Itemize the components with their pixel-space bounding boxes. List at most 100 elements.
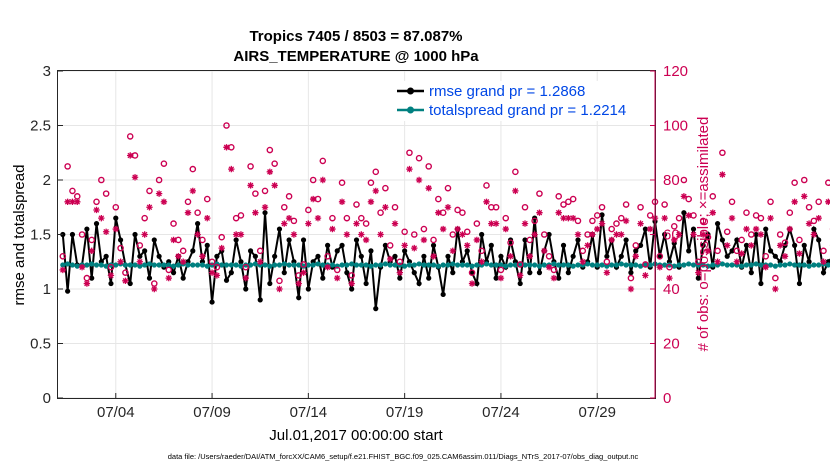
- obs-assimilated-marker: [516, 272, 524, 279]
- obs-assimilated-marker: [762, 264, 769, 271]
- obs-assimilated-marker: [435, 209, 442, 216]
- totalspread-marker: [729, 262, 735, 268]
- obs-assimilated-marker: [295, 280, 302, 287]
- totalspread-marker: [825, 262, 830, 268]
- rmse-marker: [772, 253, 778, 259]
- totalspread-marker: [801, 262, 807, 268]
- obs-assimilated-marker: [88, 247, 95, 255]
- totalspread-marker: [710, 262, 716, 268]
- rmse-marker: [113, 215, 119, 221]
- obs-possible-marker: [199, 236, 206, 244]
- totalspread-marker: [748, 262, 754, 268]
- rmse-marker: [89, 275, 95, 281]
- obs-assimilated-marker: [204, 214, 211, 222]
- obs-assimilated-marker: [680, 193, 688, 200]
- obs-possible-marker: [820, 247, 827, 255]
- tick-label-right: 80: [663, 172, 680, 189]
- obs-assimilated-marker: [179, 258, 187, 265]
- totalspread-marker: [151, 262, 157, 268]
- totalspread-marker: [286, 262, 292, 268]
- totalspread-marker: [777, 262, 783, 268]
- rmse-marker: [637, 242, 644, 248]
- chart-subtitle: AIRS_TEMPERATURE @ 1000 hPa: [233, 48, 479, 65]
- obs-assimilated-marker: [560, 214, 567, 222]
- obs-possible-marker: [791, 179, 798, 187]
- totalspread-marker: [65, 261, 71, 267]
- totalspread-marker: [296, 262, 302, 268]
- tick-label-x: 07/14: [290, 404, 328, 421]
- tick-label-left: 2: [43, 172, 51, 189]
- rmse-marker: [204, 242, 210, 248]
- obs-assimilated-marker: [353, 220, 360, 227]
- rmse-marker: [623, 237, 629, 243]
- rmse-marker: [363, 280, 369, 287]
- obs-possible-marker: [449, 231, 457, 238]
- rmse-marker: [300, 237, 307, 243]
- totalspread-marker: [532, 262, 538, 268]
- rmse-marker: [339, 242, 345, 248]
- rmse-marker: [69, 231, 76, 238]
- obs-assimilated-marker: [165, 274, 172, 282]
- totalspread-marker: [613, 262, 620, 268]
- totalspread-marker: [589, 262, 596, 268]
- obs-assimilated-marker: [637, 220, 644, 227]
- obs-assimilated-marker: [329, 225, 336, 233]
- obs-possible-marker: [507, 239, 514, 246]
- obs-assimilated-marker: [675, 231, 683, 238]
- totalspread-marker: [445, 262, 451, 268]
- obs-assimilated-marker: [184, 209, 192, 216]
- totalspread-marker: [185, 262, 191, 268]
- obs-assimilated-marker: [261, 204, 269, 211]
- rmse-marker: [700, 242, 706, 248]
- obs-possible-marker: [579, 247, 587, 255]
- rmse-marker: [334, 248, 340, 254]
- rmse-marker: [243, 286, 249, 292]
- obs-assimilated-marker: [314, 214, 322, 222]
- obs-possible-marker: [492, 203, 500, 211]
- rmse-marker: [488, 242, 494, 248]
- obs-assimilated-marker: [98, 214, 105, 222]
- obs-possible-marker: [772, 274, 779, 282]
- obs-assimilated-marker: [136, 258, 144, 265]
- totalspread-marker: [594, 262, 600, 268]
- totalspread-marker: [782, 262, 788, 268]
- totalspread-marker: [122, 262, 129, 268]
- totalspread-marker: [416, 261, 422, 267]
- rmse-marker: [397, 275, 403, 281]
- rmse-marker: [493, 275, 499, 281]
- totalspread-marker: [522, 262, 528, 268]
- obs-assimilated-marker: [497, 274, 505, 282]
- grid-lines: [58, 70, 655, 399]
- obs-possible-marker: [271, 160, 278, 167]
- obs-possible-marker: [295, 272, 303, 279]
- rmse-marker: [633, 248, 639, 254]
- tick-label-left: 1.5: [30, 227, 51, 244]
- obs-assimilated-marker: [671, 236, 678, 244]
- totalspread-marker: [228, 262, 234, 268]
- obs-possible-marker: [550, 266, 558, 274]
- obs-possible-marker: [425, 163, 433, 170]
- obs-assimilated-marker: [776, 242, 784, 249]
- tick-label-right: 40: [663, 281, 680, 298]
- obs-possible-marker: [88, 236, 96, 244]
- obs-assimilated-marker: [492, 220, 500, 227]
- rmse-marker: [117, 237, 124, 243]
- rmse-marker: [748, 270, 754, 276]
- obs-possible-marker: [695, 258, 702, 266]
- obs-assimilated-marker: [199, 253, 206, 260]
- totalspread-marker: [132, 262, 138, 268]
- obs-possible-marker: [252, 190, 259, 197]
- totalspread-marker: [498, 262, 504, 268]
- rmse-marker: [560, 242, 567, 248]
- totalspread-marker: [89, 261, 95, 267]
- rmse-marker: [392, 253, 398, 259]
- obs-possible-marker: [343, 214, 351, 222]
- totalspread-marker: [556, 262, 562, 268]
- totalspread-marker: [753, 261, 759, 267]
- obs-possible-marker: [569, 195, 577, 203]
- rmse-marker: [247, 248, 254, 254]
- obs-assimilated-marker: [343, 231, 351, 238]
- obs-possible-marker: [752, 212, 760, 219]
- obs-assimilated-marker: [362, 236, 370, 244]
- rmse-marker: [127, 280, 133, 287]
